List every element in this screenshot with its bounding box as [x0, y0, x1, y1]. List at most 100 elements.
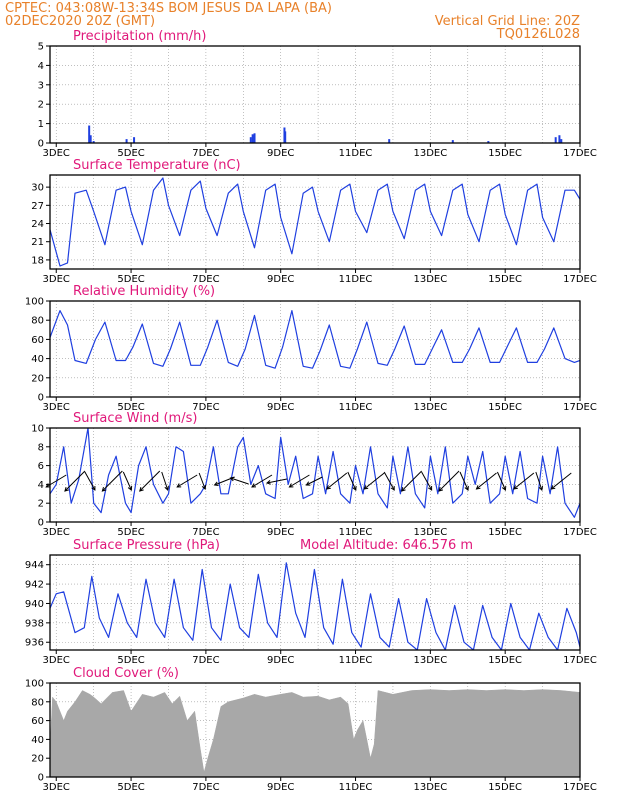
- x-tick-label: 7DEC: [192, 527, 219, 538]
- y-tick-label: 80: [31, 316, 44, 327]
- y-tick-label: 5: [38, 42, 44, 53]
- panel-frame: [49, 554, 581, 651]
- y-tick-label: 944: [25, 560, 44, 571]
- wind-arrow-head: [164, 485, 169, 491]
- station-header: CPTEC: 043:08W-13:34S BOM JESUS DA LAPA …: [5, 1, 332, 16]
- wind-arrow: [84, 471, 96, 491]
- x-tick-label: 3DEC: [43, 402, 70, 413]
- wind-arrow-head: [91, 485, 96, 491]
- y-tick-label: 0: [38, 773, 44, 784]
- wind-arrow-head: [176, 483, 182, 488]
- y-tick-label: 27: [31, 201, 44, 212]
- panel-5: 936 938 940 942 944 3DEC 5DEC 7DEC 9DEC 11DEC 13DE…: [25, 538, 597, 666]
- y-tick-label: 20: [31, 754, 44, 765]
- x-tick-label: 11DEC: [339, 782, 373, 793]
- wind-arrow: [102, 470, 123, 492]
- panel-4: 0 2 4 6 8 10 3DEC 5DEC 7DEC 9DEC 11DEC 13DEC 15DEC 17…: [31, 411, 597, 538]
- wind-arrow: [421, 471, 433, 491]
- wind-arrow-head: [251, 483, 257, 488]
- x-tick-label: 11DEC: [339, 655, 373, 666]
- x-tick-label: 13DEC: [413, 274, 447, 285]
- x-tick-label: 15DEC: [488, 782, 522, 793]
- wind-arrow-head: [64, 487, 69, 492]
- panel-title: Cloud Cover (%): [73, 666, 179, 681]
- precip-bar: [125, 139, 128, 143]
- x-tick-label: 3DEC: [43, 782, 70, 793]
- x-tick-label: 3DEC: [43, 148, 70, 159]
- wind-arrow-head: [400, 487, 406, 492]
- panel-1: 0 1 2 3 4 5 3DEC 5DEC 7DEC 9DEC 11DEC 13DEC 15DEC 17D…: [38, 29, 597, 159]
- x-tick-label: 11DEC: [339, 527, 373, 538]
- y-tick-label: 1: [38, 119, 44, 130]
- y-tick-label: 21: [31, 237, 44, 248]
- x-tick-label: 9DEC: [267, 655, 294, 666]
- wind-arrow-head: [363, 485, 369, 490]
- wind-arrow: [459, 471, 469, 491]
- y-tick-label: 940: [25, 599, 44, 610]
- x-tick-label: 9DEC: [267, 527, 294, 538]
- precip-bar: [251, 134, 254, 143]
- x-tick-label: 7DEC: [192, 655, 219, 666]
- panel-6: 0 20 40 60 80 100 3DEC 5DEC 7DEC 9DEC 11DEC 13DEC 15…: [25, 666, 597, 793]
- wind-arrow: [176, 474, 198, 488]
- y-tick-label: 24: [31, 219, 44, 230]
- x-tick-label: 7DEC: [192, 274, 219, 285]
- wind-arrow-head: [127, 485, 133, 491]
- x-tick-label: 13DEC: [413, 402, 447, 413]
- precip-bar: [554, 137, 557, 143]
- wind-arrow-head: [352, 485, 357, 491]
- x-tick-label: 13DEC: [413, 655, 447, 666]
- wind-arrow-head: [475, 485, 481, 490]
- y-tick-label: 20: [31, 373, 44, 384]
- x-tick-label: 5DEC: [117, 782, 144, 793]
- wind-arrow-head: [45, 483, 51, 488]
- x-tick-label: 3DEC: [43, 274, 70, 285]
- panel-frame: [49, 427, 581, 523]
- wind-arrow-head: [201, 484, 207, 490]
- x-tick-label: 13DEC: [413, 782, 447, 793]
- y-tick-label: 60: [31, 335, 44, 346]
- wind-arrow-head: [213, 481, 219, 486]
- precip-bar: [388, 139, 391, 143]
- y-tick-label: 100: [25, 679, 44, 690]
- x-tick-label: 17DEC: [563, 402, 597, 413]
- x-tick-label: 11DEC: [339, 148, 373, 159]
- wind-arrow-head: [513, 485, 518, 490]
- wind-arrow: [363, 472, 385, 490]
- x-tick-label: 5DEC: [117, 527, 144, 538]
- wind-arrow: [550, 472, 572, 490]
- wind-arrow: [326, 472, 348, 490]
- y-tick-label: 18: [31, 255, 44, 266]
- y-tick-label: 942: [25, 580, 44, 591]
- x-tick-label: 9DEC: [267, 148, 294, 159]
- x-tick-label: 5DEC: [117, 148, 144, 159]
- precip-bar: [284, 131, 287, 143]
- wind-arrow-head: [229, 476, 235, 482]
- panel-title: Precipitation (mm/h): [73, 29, 206, 44]
- x-tick-label: 15DEC: [488, 274, 522, 285]
- y-tick-label: 6: [38, 461, 44, 472]
- y-tick-label: 100: [25, 297, 44, 308]
- y-tick-label: 30: [31, 183, 44, 194]
- x-tick-label: 13DEC: [413, 527, 447, 538]
- wind-arrow: [230, 477, 249, 485]
- x-tick-label: 7DEC: [192, 148, 219, 159]
- x-tick-label: 3DEC: [43, 527, 70, 538]
- vertical-grid-note: Vertical Grid Line: 20Z: [435, 14, 580, 29]
- wind-arrow-head: [139, 487, 144, 492]
- series-line: [50, 428, 580, 518]
- wind-arrow-head: [550, 485, 556, 490]
- panel-frame: [49, 45, 581, 144]
- wind-arrow-head: [464, 485, 469, 491]
- wind-arrow-head: [501, 485, 507, 491]
- precip-bar: [92, 141, 95, 143]
- panel-3: 0 20 40 60 80 100 3DEC 5DEC 7DEC 9DEC 11DEC 13DEC 15…: [25, 284, 597, 413]
- wind-arrow: [266, 478, 288, 484]
- wind-arrow: [401, 470, 423, 492]
- cloud-cover-area: [50, 689, 580, 777]
- wind-arrow: [383, 471, 395, 491]
- y-tick-label: 2: [38, 499, 44, 510]
- x-tick-label: 17DEC: [563, 782, 597, 793]
- model-code: TQ0126L028: [496, 27, 580, 42]
